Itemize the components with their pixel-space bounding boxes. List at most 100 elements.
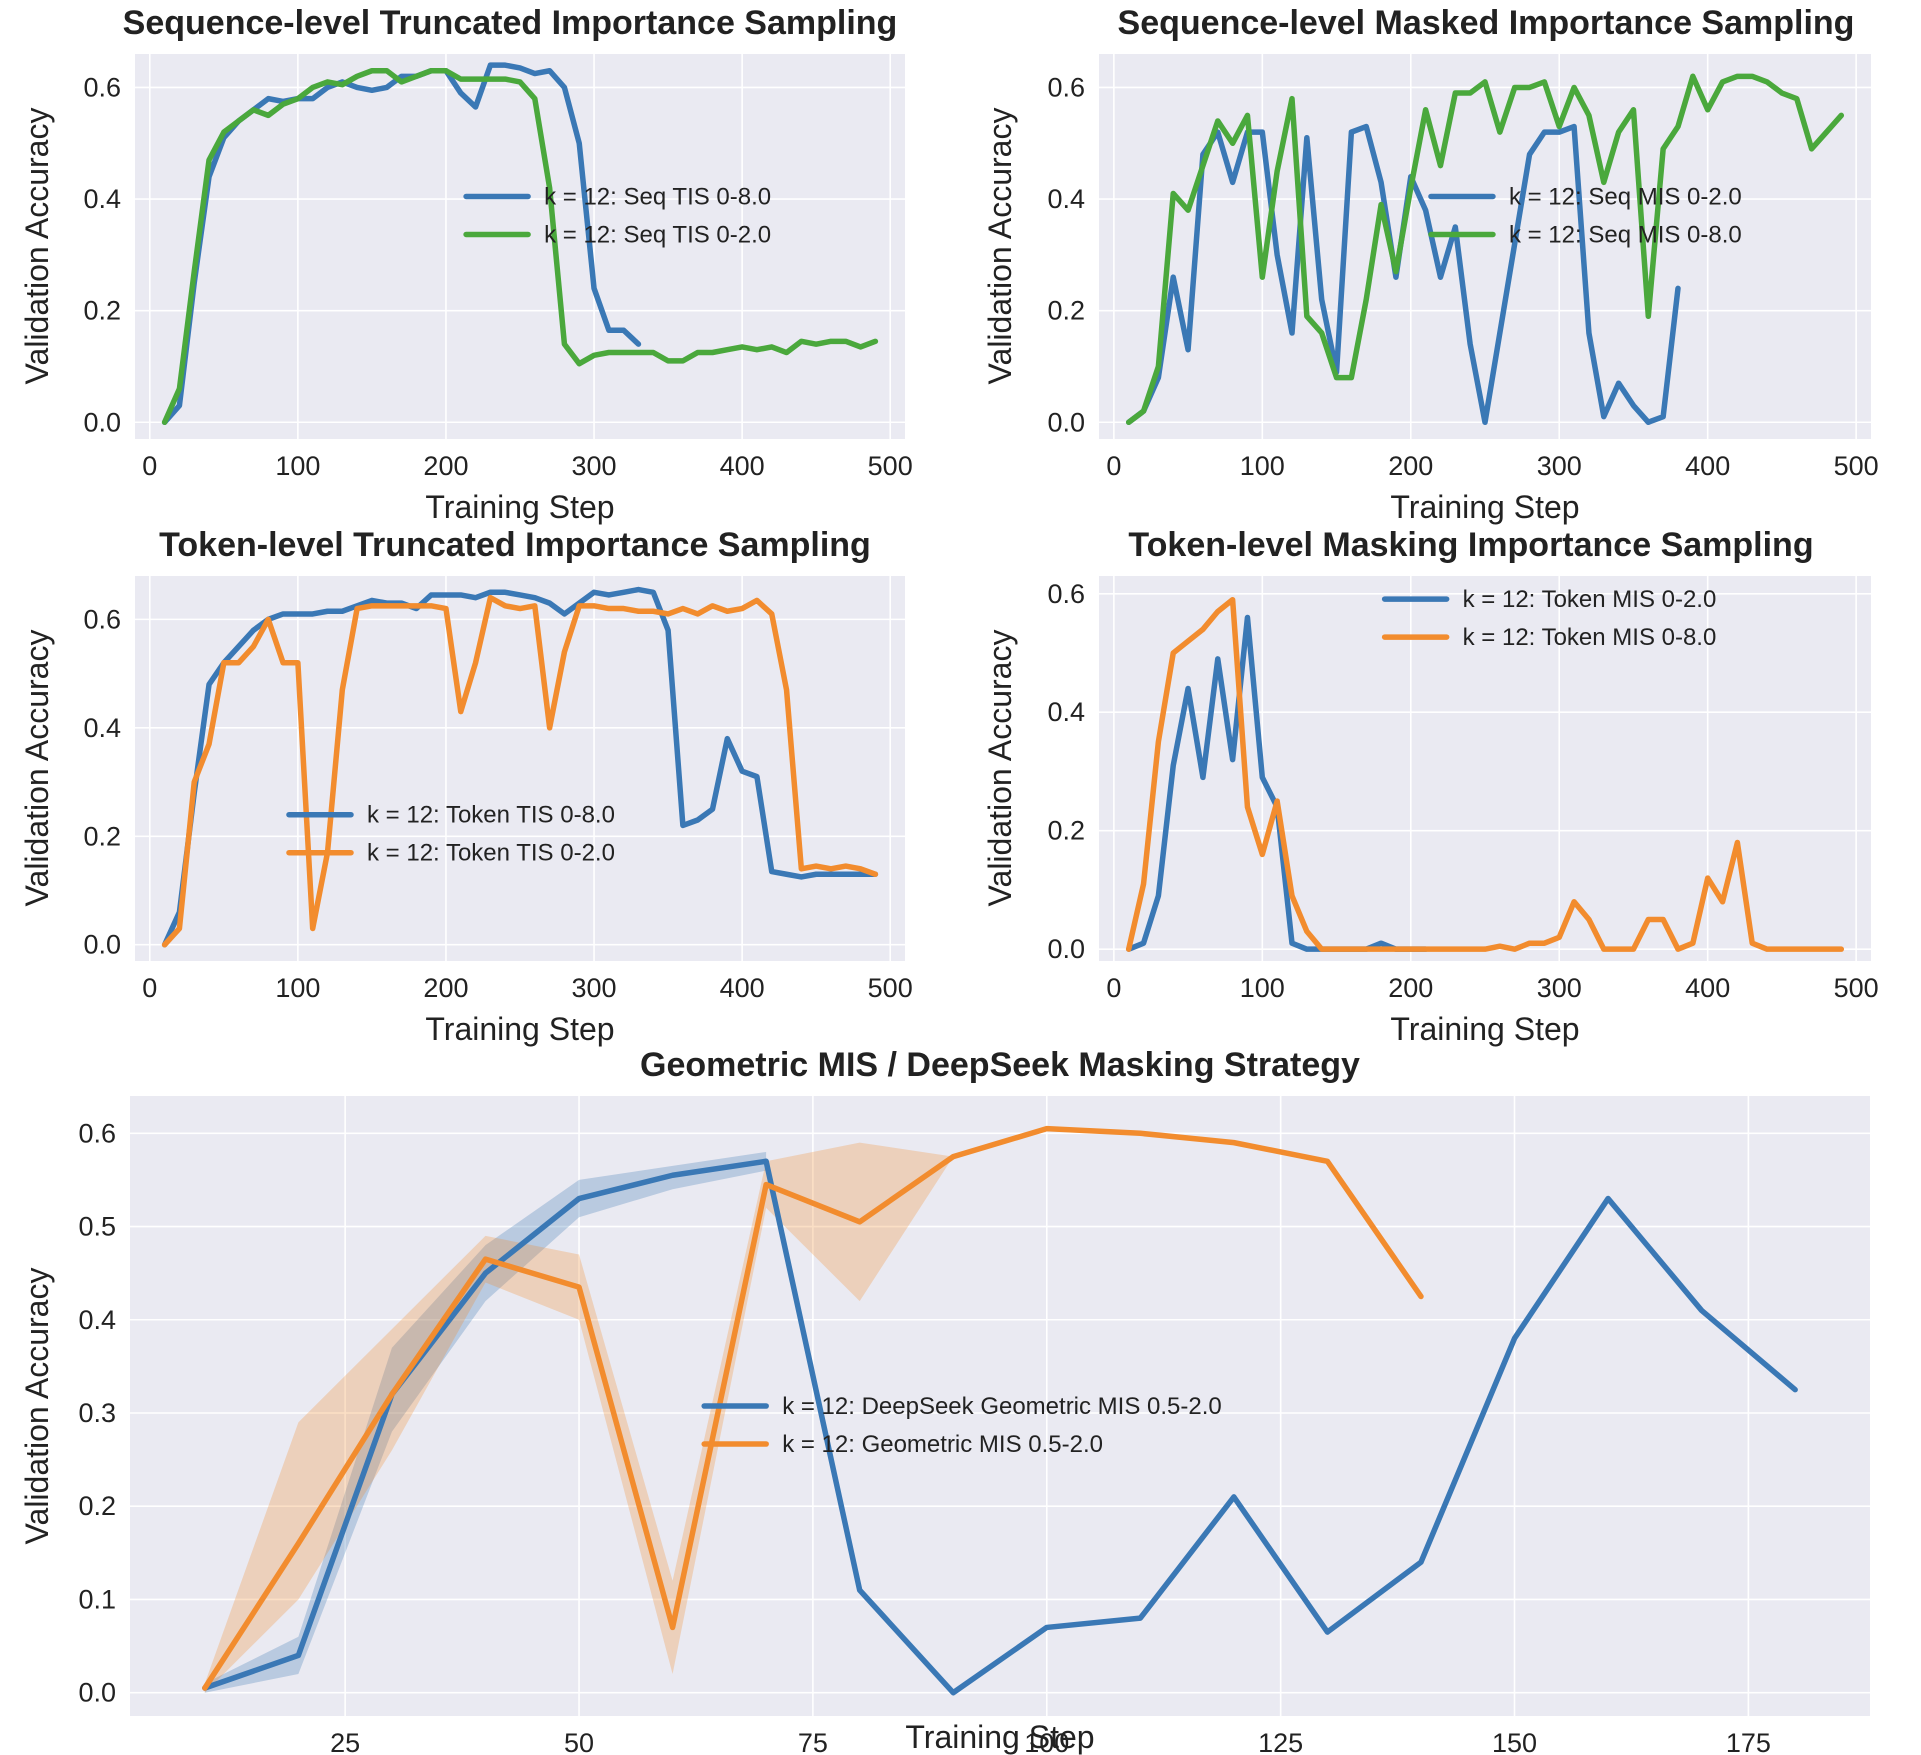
series-1-line	[1125, 73, 1845, 426]
series-lines	[161, 586, 879, 948]
x-axis-label: Training Step	[425, 1011, 614, 1047]
series-1-line	[161, 67, 879, 426]
x-tick-label: 0	[1106, 451, 1121, 481]
y-axis-label: Validation Accuracy	[19, 1268, 55, 1545]
tick-labels: 0 100 200 300 400 500 0.0 0.2 0.4 0.6	[83, 604, 912, 1003]
x-tick-label: 400	[1685, 451, 1730, 481]
legend-label: k = 12: Seq TIS 0-8.0	[544, 183, 771, 210]
x-tick-label: 300	[1537, 451, 1582, 481]
y-tick-label: 0.4	[1047, 697, 1085, 727]
grid	[130, 1096, 1870, 1716]
y-tick-label: 0.0	[1047, 407, 1085, 437]
y-tick-label: 0.4	[83, 184, 121, 214]
y-tick-label: 0.5	[78, 1212, 116, 1242]
x-tick-label: 200	[423, 451, 468, 481]
y-tick-label: 0.2	[1047, 816, 1085, 846]
tick-labels: 0 100 200 300 400 500 0.0 0.2 0.4 0.6	[1047, 579, 1878, 1003]
x-axis-label: Training Step	[1390, 1011, 1579, 1047]
legend: k = 12: DeepSeek Geometric MIS 0.5-2.0 k …	[701, 1393, 1222, 1458]
x-tick-label: 300	[572, 973, 617, 1003]
x-tick-label: 500	[1834, 973, 1879, 1003]
x-tick-label: 500	[868, 451, 913, 481]
x-tick-label: 50	[564, 1728, 594, 1755]
y-tick-label: 0.0	[83, 930, 121, 960]
y-tick-label: 0.0	[78, 1678, 116, 1708]
chart-panel-seq-mis: Sequence-level Masked Importance Samplin…	[982, 4, 1879, 525]
legend-label: k = 12: Seq MIS 0-2.0	[1509, 183, 1742, 210]
x-tick-label: 100	[1240, 451, 1285, 481]
x-tick-label: 0	[1106, 973, 1121, 1003]
x-tick-label: 300	[572, 451, 617, 481]
y-tick-label: 0.2	[1047, 296, 1085, 326]
chart-title: Sequence-level Masked Importance Samplin…	[1118, 4, 1855, 42]
chart-title: Geometric MIS / DeepSeek Masking Strateg…	[640, 1046, 1360, 1084]
x-tick-label: 75	[798, 1728, 828, 1755]
x-axis-label: Training Step	[905, 1719, 1094, 1755]
plot-area	[130, 1096, 1870, 1716]
y-tick-label: 0.6	[83, 72, 121, 102]
x-tick-label: 300	[1537, 973, 1582, 1003]
x-tick-label: 0	[142, 451, 157, 481]
plot-area	[135, 54, 905, 439]
y-tick-label: 0.6	[78, 1118, 116, 1148]
y-axis-label: Validation Accuracy	[982, 630, 1018, 907]
series-1-line	[202, 1125, 1424, 1691]
y-axis-label: Validation Accuracy	[19, 108, 55, 385]
series-0-line	[161, 586, 879, 948]
grid	[135, 54, 905, 439]
y-tick-label: 0.2	[83, 296, 121, 326]
chart-title: Token-level Masking Importance Sampling	[1128, 526, 1813, 564]
x-tick-label: 175	[1726, 1728, 1771, 1755]
tick-labels: 25 50 75 100 125 150 175 0.0 0.1 0.2 0.3 0.4 0.5 0.6	[78, 1118, 1770, 1755]
y-tick-label: 0.2	[83, 821, 121, 851]
tick-labels: 0 100 200 300 400 500 0.0 0.2 0.4 0.6	[83, 72, 912, 481]
y-tick-label: 0.2	[78, 1491, 116, 1521]
y-tick-label: 0.0	[1047, 934, 1085, 964]
y-tick-label: 0.0	[83, 407, 121, 437]
series-1-line	[161, 594, 879, 948]
y-tick-label: 0.4	[1047, 184, 1085, 214]
x-tick-label: 100	[275, 973, 320, 1003]
x-tick-label: 400	[720, 973, 765, 1003]
y-tick-label: 0.6	[1047, 579, 1085, 609]
x-tick-label: 500	[1834, 451, 1879, 481]
x-tick-label: 100	[1024, 1728, 1069, 1755]
x-tick-label: 400	[720, 451, 765, 481]
x-tick-label: 100	[275, 451, 320, 481]
legend: k = 12: Seq TIS 0-8.0 k = 12: Seq TIS 0-2…	[463, 183, 771, 248]
x-tick-label: 200	[423, 973, 468, 1003]
x-tick-label: 200	[1388, 973, 1433, 1003]
x-axis-label: Training Step	[425, 489, 614, 525]
y-tick-label: 0.1	[78, 1584, 116, 1614]
x-tick-label: 400	[1685, 973, 1730, 1003]
legend-label: k = 12: Seq MIS 0-8.0	[1509, 221, 1742, 248]
legend-label: k = 12: Geometric MIS 0.5-2.0	[782, 1431, 1103, 1458]
series-0-line	[202, 1158, 1798, 1696]
legend: k = 12: Seq MIS 0-2.0 k = 12: Seq MIS 0-8…	[1428, 183, 1742, 248]
series-lines	[1125, 73, 1845, 426]
legend-label: k = 12: Token MIS 0-8.0	[1463, 624, 1717, 651]
legend-label: k = 12: Seq TIS 0-2.0	[544, 221, 771, 248]
y-axis-label: Validation Accuracy	[982, 108, 1018, 385]
x-tick-label: 25	[330, 1728, 360, 1755]
legend-label: k = 12: Token MIS 0-2.0	[1463, 586, 1717, 613]
x-tick-label: 125	[1258, 1728, 1303, 1755]
x-tick-label: 0	[142, 973, 157, 1003]
y-tick-label: 0.6	[83, 604, 121, 634]
x-axis-label: Training Step	[1390, 489, 1579, 525]
plot-area	[1099, 54, 1871, 439]
y-tick-label: 0.4	[78, 1305, 116, 1335]
y-tick-label: 0.4	[83, 713, 121, 743]
grid	[135, 576, 905, 961]
chart-panel-token-tis: Token-level Truncated Importance Samplin…	[19, 526, 913, 1047]
y-axis-label: Validation Accuracy	[19, 630, 55, 907]
x-tick-label: 100	[1240, 973, 1285, 1003]
plot-area	[1099, 576, 1871, 961]
series-1-confidence-band	[204, 1142, 954, 1693]
legend: k = 12: Token TIS 0-8.0 k = 12: Token TIS…	[286, 802, 615, 867]
legend: k = 12: Token MIS 0-2.0 k = 12: Token MIS…	[1381, 586, 1717, 651]
chart-title: Token-level Truncated Importance Samplin…	[159, 526, 871, 564]
tick-labels: 0 100 200 300 400 500 0.0 0.2 0.4 0.6	[1047, 72, 1878, 481]
y-tick-label: 0.3	[78, 1398, 116, 1428]
chart-title: Sequence-level Truncated Importance Samp…	[123, 4, 898, 42]
